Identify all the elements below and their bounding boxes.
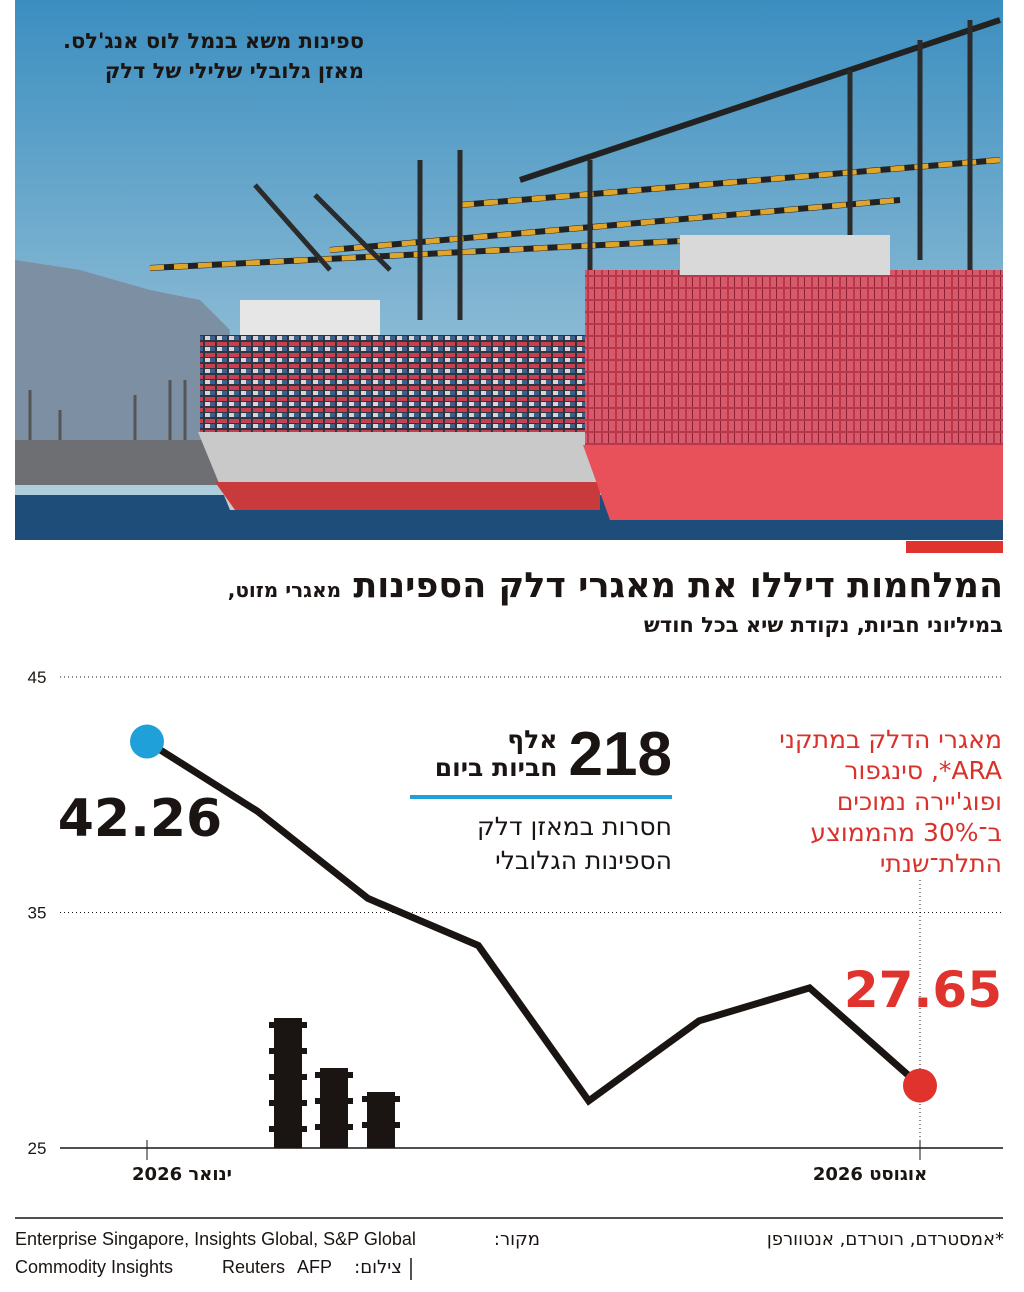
annotation-line: חסרות במאזן דלק — [476, 812, 672, 841]
annotation-unit: חביות ביום — [434, 753, 558, 782]
source: Commodity Insights — [15, 1257, 174, 1277]
value-label: 42.26 — [58, 789, 222, 849]
x-tick-label: ינואר 2026 — [132, 1164, 232, 1185]
credit: Reuters — [222, 1257, 286, 1277]
annotation-block: 218 אלף חביות ביום — [435, 720, 672, 790]
y-tick-label: 35 — [28, 904, 47, 923]
note-line: התלת־שנתי — [879, 849, 1002, 878]
annotation-note: מאגרי הדלק במתקני ARA*, סינגפור ופוג'ייר… — [779, 724, 1002, 879]
end-point — [903, 1068, 937, 1103]
barrels-icon — [269, 1018, 400, 1148]
note-line: ב־30% מהממוצע — [810, 818, 1002, 847]
source-label: מקור: — [493, 1229, 540, 1250]
note-line: ופוג'יירה נמוכים — [836, 787, 1002, 816]
value-label: 27.65 — [844, 961, 1002, 1019]
x-tick-label: אוגוסט 2026 — [813, 1164, 927, 1185]
y-tick-label: 25 — [28, 1139, 47, 1158]
y-tick-label: 45 — [28, 668, 47, 687]
source: Enterprise Singapore, Insights Global, S… — [15, 1229, 416, 1249]
footnote: *אמסטרדם, רוטרדם, אנטוורפן — [766, 1229, 1004, 1250]
start-point — [130, 724, 164, 759]
unit-note: במיליוני חביות, נקודת שיא בכל חודש — [643, 613, 1003, 637]
annotation-unit: אלף — [507, 725, 558, 754]
annotation-line: הספינות הגלובלי — [495, 846, 672, 875]
annotation-number: 218 — [568, 720, 672, 789]
credit-label: צילום: — [354, 1257, 402, 1278]
credit: AFP — [297, 1257, 333, 1277]
photo — [15, 0, 1003, 553]
chart-title: המלחמות דיללו את מאגרי דלק הספינות — [353, 566, 1003, 606]
annotation-text: חסרות במאזן דלק הספינות הגלובלי — [477, 810, 672, 878]
title-row: המלחמות דיללו את מאגרי דלק הספינות מאגרי… — [228, 566, 1003, 606]
photo-caption: ספינות משא בנמל לוס אנג'לס. מאזן גלובלי … — [63, 26, 364, 86]
caption-line: מאזן גלובלי שלילי של דלק — [104, 59, 364, 83]
chart-subtitle: מאגרי מזוט, — [227, 578, 342, 602]
data-line — [145, 738, 923, 1106]
caption-line: ספינות משא בנמל לוס אנג'לס. — [63, 29, 364, 53]
note-line: מאגרי הדלק במתקני — [779, 725, 1002, 754]
note-line: ARA*, סינגפור — [844, 756, 1002, 785]
